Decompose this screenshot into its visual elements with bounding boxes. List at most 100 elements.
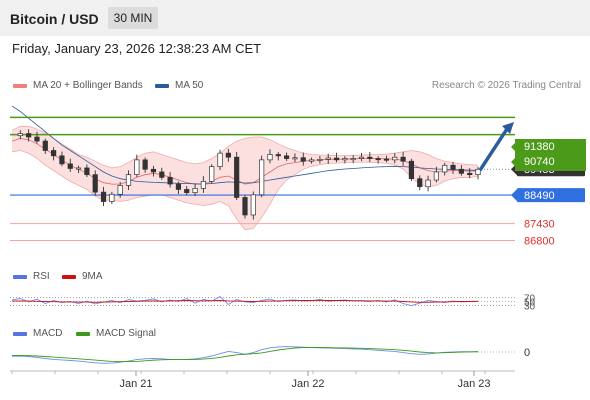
resistance-label-block (515, 139, 586, 171)
candle-body (26, 133, 32, 138)
candle-body (375, 158, 381, 161)
candle-body (117, 185, 123, 195)
candle-body (234, 156, 240, 198)
date-label: Friday, January 23, 2026 12:38:23 AM CET (12, 41, 262, 56)
candle-body (125, 174, 132, 186)
macd-zero-label: 0 (524, 347, 530, 359)
legend-swatch-rsi (13, 274, 27, 279)
candle-body (417, 178, 423, 188)
candle-body (250, 194, 256, 216)
candle-body (200, 181, 206, 189)
timeframe-selector[interactable]: 30 MIN (108, 7, 158, 29)
candle-body (292, 157, 298, 160)
candle-body (350, 158, 356, 161)
candle-body (259, 159, 265, 196)
candle-body (383, 158, 390, 161)
candle-body (242, 197, 248, 216)
macd-line (11, 346, 479, 364)
rsi-level-70-label: 70 (524, 294, 536, 305)
candle-body (209, 166, 215, 182)
price-label-pointer-88490 (511, 189, 517, 202)
candle-body (450, 164, 456, 170)
candle-body (400, 156, 406, 162)
candle-body (475, 168, 481, 176)
ma20-line (11, 137, 479, 185)
forecast-arrow-shaft (478, 127, 509, 172)
candle-body (367, 156, 373, 159)
candle-body (51, 150, 57, 157)
legend-ma50: MA 50 (155, 80, 203, 91)
candle-body (34, 136, 40, 142)
candle-body (92, 174, 98, 193)
instrument-title: Bitcoin / USD (10, 11, 99, 27)
candle-body (42, 140, 48, 151)
price-label-86800: 86800 (524, 236, 555, 248)
candle-body (275, 154, 281, 157)
legend-rsi-ma9: 9MA (62, 271, 103, 282)
legend-rsi: RSI (13, 271, 50, 282)
bollinger-band-fill (12, 126, 478, 230)
candle-body (167, 176, 173, 185)
candle-body (267, 154, 273, 161)
candle-body (342, 158, 348, 161)
candle-body (408, 160, 415, 180)
candle-body (17, 133, 23, 137)
x-tick-label-jan22: Jan 22 (291, 378, 324, 390)
candle-body (175, 183, 182, 190)
candle-body (317, 158, 323, 161)
resistance-label-91380: 91380 (524, 141, 555, 153)
candle-body (67, 163, 73, 169)
legend-label-macd-signal: MACD Signal (96, 328, 157, 339)
bollinger-lower-line (11, 150, 479, 231)
legend-swatch-macd (13, 331, 27, 336)
legend-swatch-ma20 (13, 83, 27, 88)
resistance-label-90740: 90740 (524, 156, 555, 168)
candle-body (358, 156, 365, 159)
candle-body (75, 167, 82, 170)
legend-swatch-rsi-ma9 (62, 274, 76, 279)
candle-body (284, 155, 290, 159)
candle-body (184, 189, 190, 194)
macd-signal-line (11, 347, 479, 363)
candle-body (142, 159, 148, 170)
legend-swatch-ma50 (155, 83, 169, 88)
legend-label-rsi: RSI (33, 271, 50, 282)
legend-label-ma20: MA 20 + Bollinger Bands (33, 80, 143, 91)
legend-macd-signal: MACD Signal (76, 328, 156, 339)
candle-body (109, 193, 115, 202)
forecast-arrow-head (502, 121, 514, 134)
candle-body (333, 157, 340, 161)
legend-label-macd: MACD (33, 328, 63, 339)
price-label-box-88490 (517, 188, 585, 203)
candle-body (425, 179, 431, 188)
candle-body (392, 156, 398, 161)
price-label-87430: 87430 (524, 219, 555, 231)
ma50-line (11, 105, 479, 185)
legend-swatch-macd-signal (76, 331, 90, 336)
candle-body (467, 172, 473, 176)
bollinger-upper-line (11, 125, 479, 169)
candle-body (150, 168, 157, 173)
candle-body (217, 152, 223, 167)
candle-body (84, 167, 90, 176)
candle-body (100, 191, 107, 202)
legend-ma20-bollinger: MA 20 + Bollinger Bands (13, 80, 143, 91)
candle-body (433, 171, 439, 181)
candle-body (308, 159, 315, 162)
candle-body (442, 164, 448, 173)
candle-body (159, 171, 165, 178)
candle-body (225, 152, 231, 158)
rsi-level-30-label: 30 (524, 301, 536, 312)
candle-body (192, 188, 198, 194)
legend-label-ma50: MA 50 (175, 80, 204, 91)
legend-label-rsi-ma9: 9MA (82, 271, 103, 282)
candle-body (458, 168, 464, 174)
legend-macd: MACD (13, 328, 62, 339)
rsi-level-50-label: 50 (524, 298, 536, 309)
candle-body (59, 155, 65, 165)
chart-header: Bitcoin / USD 30 MIN (0, 0, 590, 36)
price-label-88490: 88490 (524, 190, 555, 202)
x-tick-label-jan23: Jan 23 (457, 378, 490, 390)
candle-body (325, 157, 331, 160)
